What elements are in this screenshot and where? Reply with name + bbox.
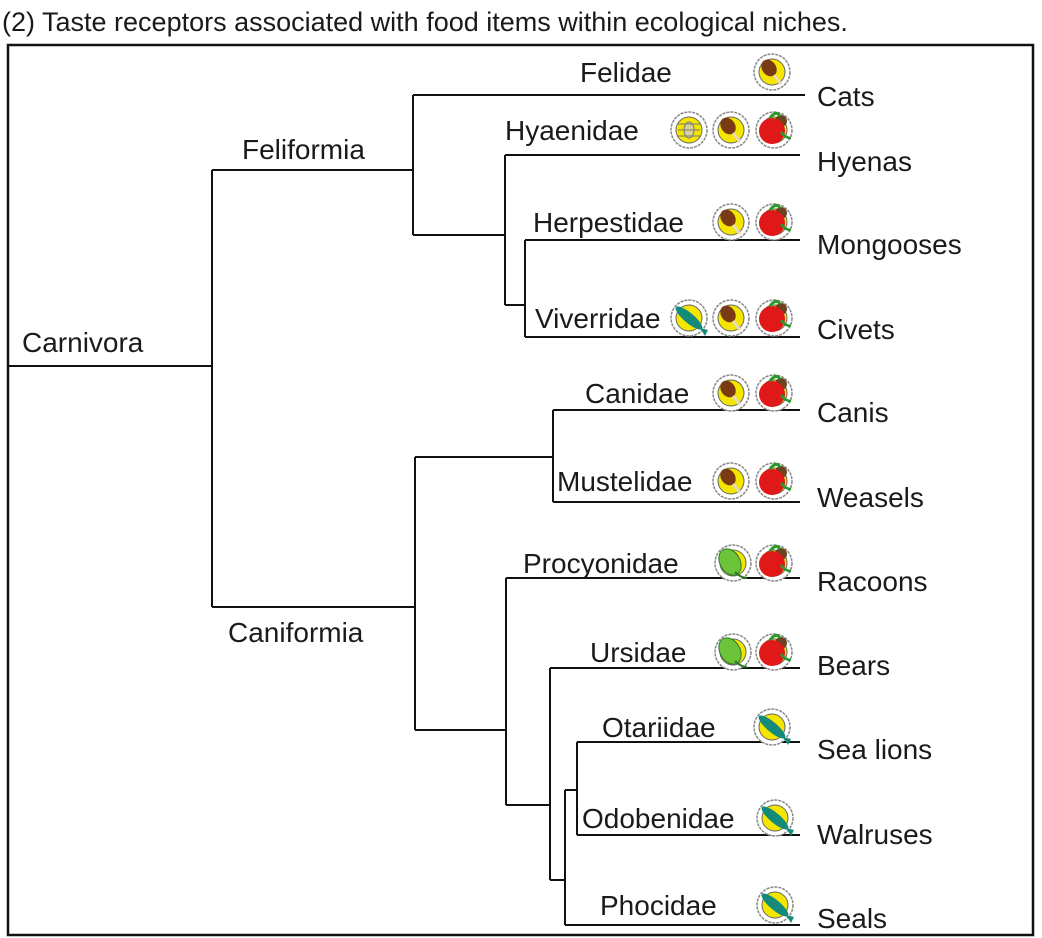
common-name-label: Bears bbox=[817, 650, 890, 681]
family-node: Herpestidae Mongooses bbox=[533, 207, 962, 260]
common-name-label: Walruses bbox=[817, 819, 933, 850]
family-label: Otariidae bbox=[602, 712, 716, 743]
common-name-label: Weasels bbox=[817, 482, 924, 513]
suborder-label: Feliformia bbox=[242, 134, 365, 165]
frame bbox=[6, 43, 1035, 937]
insect-icon bbox=[670, 111, 708, 149]
family-label: Mustelidae bbox=[557, 466, 692, 497]
meat-icon bbox=[753, 53, 791, 91]
fish-icon bbox=[756, 886, 794, 924]
root-label: Carnivora bbox=[22, 327, 144, 358]
common-name-label: Sea lions bbox=[817, 734, 932, 765]
family-label: Herpestidae bbox=[533, 207, 684, 238]
meat-icon bbox=[712, 374, 750, 412]
common-name-label: Civets bbox=[817, 314, 895, 345]
common-name-label: Cats bbox=[817, 81, 875, 112]
common-name-label: Racoons bbox=[817, 566, 928, 597]
family-node: Mustelidae Weasels bbox=[557, 466, 924, 513]
family-label: Felidae bbox=[580, 57, 672, 88]
meat-icon bbox=[712, 111, 750, 149]
tree-branches bbox=[8, 94, 805, 926]
family-node: Canidae Canis bbox=[585, 378, 889, 428]
family-label: Odobenidae bbox=[582, 803, 735, 834]
meat-icon bbox=[712, 462, 750, 500]
figure-title: (2) Taste receptors associated with food… bbox=[2, 7, 848, 37]
fruit-icon bbox=[755, 203, 793, 241]
family-node: Phocidae Seals bbox=[600, 890, 887, 934]
family-node: Odobenidae Walruses bbox=[582, 803, 933, 850]
family-label: Phocidae bbox=[600, 890, 717, 921]
family-label: Hyaenidae bbox=[505, 115, 639, 146]
common-name-label: Mongooses bbox=[817, 229, 962, 260]
family-node: Otariidae Sea lions bbox=[602, 712, 932, 765]
leaf-icon bbox=[714, 544, 752, 582]
common-name-label: Canis bbox=[817, 397, 889, 428]
fruit-icon bbox=[755, 462, 793, 500]
fruit-icon bbox=[755, 544, 793, 582]
common-name-label: Hyenas bbox=[817, 146, 912, 177]
family-node: Felidae Cats bbox=[580, 57, 875, 112]
meat-icon bbox=[712, 299, 750, 337]
suborder-label: Caniformia bbox=[228, 617, 364, 648]
family-label: Procyonidae bbox=[523, 548, 679, 579]
family-label: Viverridae bbox=[535, 303, 661, 334]
family-label: Canidae bbox=[585, 378, 689, 409]
fish-icon bbox=[753, 708, 791, 746]
leaf-icon bbox=[714, 633, 752, 671]
fish-icon bbox=[670, 299, 708, 337]
family-node: Hyaenidae Hyenas bbox=[505, 115, 912, 177]
fish-icon bbox=[756, 799, 794, 837]
fruit-icon bbox=[755, 299, 793, 337]
common-name-label: Seals bbox=[817, 903, 887, 934]
family-node: Viverridae Civets bbox=[535, 303, 895, 345]
meat-icon bbox=[712, 203, 750, 241]
family-label: Ursidae bbox=[590, 637, 686, 668]
family-node: Procyonidae Racoons bbox=[523, 548, 928, 597]
fruit-icon bbox=[755, 633, 793, 671]
fruit-icon bbox=[755, 374, 793, 412]
family-node: Ursidae Bears bbox=[590, 637, 890, 681]
fruit-icon bbox=[755, 111, 793, 149]
